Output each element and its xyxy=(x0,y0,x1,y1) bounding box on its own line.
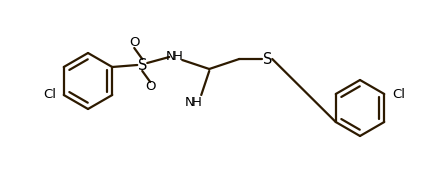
Text: H: H xyxy=(191,96,201,109)
Text: Cl: Cl xyxy=(392,87,405,100)
Text: Cl: Cl xyxy=(43,89,56,102)
Text: H: H xyxy=(172,51,182,64)
Text: N: N xyxy=(184,96,194,109)
Text: N: N xyxy=(165,51,175,64)
Text: O: O xyxy=(145,80,155,93)
Text: S: S xyxy=(138,58,147,73)
Text: O: O xyxy=(129,36,139,49)
Text: S: S xyxy=(263,52,272,67)
